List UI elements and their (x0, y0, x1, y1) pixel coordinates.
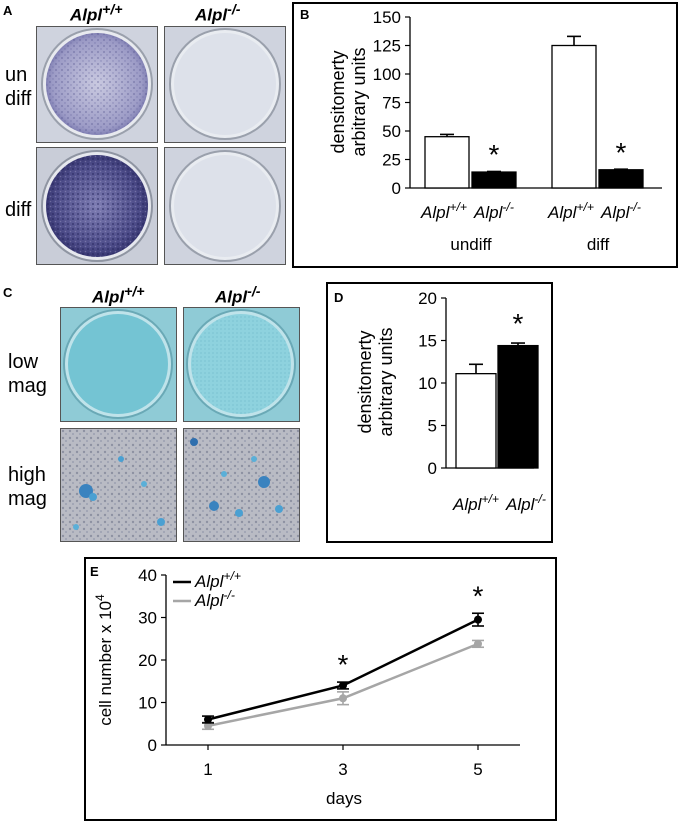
panel-b-bar (598, 169, 644, 189)
panel-c-row-label-low: low mag (8, 351, 47, 397)
panel-e-data-point (339, 681, 347, 690)
panel-d-x-tick-label: Alpl-/- (505, 492, 546, 514)
panel-e-legend-label: Alpl+/+ (194, 569, 241, 591)
panel-b-y-tick-label: 0 (392, 179, 401, 198)
panel-e-x-tick-label: 5 (473, 760, 482, 779)
panel-d-y-tick-label: 15 (418, 332, 437, 351)
panel-d-y-label: densitomertyarbitrary units (355, 327, 396, 436)
panel-b-significance-star: * (489, 139, 500, 170)
panel-a-genotype-wt: Alpl+/+ (70, 2, 123, 25)
micrograph-high-mag-ko (183, 428, 300, 542)
panel-e-data-point (474, 639, 482, 648)
panel-b-x-tick-label: Alpl+/+ (420, 200, 467, 222)
panel-e-data-point (474, 615, 482, 624)
panel-b-y-tick-label: 150 (373, 8, 401, 27)
panel-e-frame (84, 557, 557, 821)
panel-d-significance-star: * (513, 308, 524, 339)
panel-e-legend-label: Alpl-/- (194, 588, 235, 610)
panel-c-genotype-ko: Alpl-/- (215, 284, 261, 307)
panel-e-y-label: cell number x 104 (93, 594, 115, 726)
panel-b-bar (471, 171, 517, 189)
panel-b-bar (551, 44, 597, 189)
panel-e-y-tick-label: 40 (138, 566, 157, 585)
panel-d-x-tick-label: Alpl+/+ (452, 492, 499, 514)
panel-b-chart: B 0 25 50 75 100 125 150 densitomertyarbitrary u… (300, 7, 662, 254)
panel-d-bar (455, 373, 497, 469)
panel-b-bar (424, 136, 470, 189)
panel-e-y-tick-label: 20 (138, 651, 157, 670)
panel-d-y-tick-label: 20 (418, 289, 437, 308)
well-image-low-mag-ko (183, 307, 300, 422)
panel-b-y-tick-label: 75 (382, 94, 401, 113)
panel-b-x-tick-label: Alpl-/- (473, 200, 514, 222)
panel-d-y-tick-label: 5 (428, 417, 437, 436)
panel-a-row-label-undiff: un diff (5, 64, 32, 110)
panel-e-label: E (90, 564, 99, 579)
panel-e-y-tick-label: 0 (148, 736, 157, 755)
panel-e-data-point (204, 715, 212, 724)
panel-d-label: D (334, 290, 343, 305)
micrograph-high-mag-wt (60, 428, 177, 542)
panel-e-data-point (339, 694, 347, 703)
panel-a-genotype-ko: Alpl-/- (195, 2, 241, 25)
panel-b-y-tick-label: 100 (373, 65, 401, 84)
panel-e-significance-star: * (338, 649, 349, 680)
panel-b-frame (292, 2, 678, 268)
panel-b-y-tick-label: 25 (382, 151, 401, 170)
well-image-ko-undiff (164, 26, 286, 143)
panel-a-label: A (3, 3, 13, 18)
panel-b-significance-star: * (616, 137, 627, 168)
well-image-wt-diff (36, 147, 158, 265)
panel-e-significance-star: * (473, 580, 484, 611)
panel-e-x-tick-label: 3 (338, 760, 347, 779)
panel-b-group-label: undiff (450, 235, 492, 254)
panel-e-data-point (204, 721, 212, 730)
panel-d-y-tick-label: 10 (418, 374, 437, 393)
panel-e-y-tick-label: 10 (138, 694, 157, 713)
panel-e-x-label: days (326, 789, 362, 808)
panel-c-row-label-high: high mag (8, 464, 47, 510)
panel-e-y-tick-label: 30 (138, 609, 157, 628)
panel-d-frame (326, 282, 553, 543)
panel-e-chart: E 0 10 20 30 40 1 3 5 days cell number x 104 * * Alpl… (90, 564, 520, 808)
well-image-wt-undiff (36, 26, 158, 143)
panel-e-x-tick-label: 1 (203, 760, 212, 779)
well-image-ko-diff (164, 147, 286, 265)
panel-d-y-tick-label: 0 (428, 459, 437, 478)
panel-c-label: C (3, 285, 13, 300)
panel-b-y-tick-label: 125 (373, 37, 401, 56)
panel-b-x-tick-label: Alpl+/+ (547, 200, 594, 222)
panel-b-group-label: diff (587, 235, 610, 254)
panel-d-bar (497, 344, 539, 469)
panel-d-chart: D 0 5 10 15 20 densitomertyarbitrary units Alpl… (334, 289, 546, 514)
panel-c-genotype-wt: Alpl+/+ (92, 284, 145, 307)
panel-b-x-tick-label: Alpl-/- (600, 200, 641, 222)
panel-b-y-label: densitomertyarbitrary units (328, 47, 369, 156)
panel-a-row-label-diff: diff (5, 199, 32, 221)
panel-b-label: B (300, 7, 309, 22)
well-image-low-mag-wt (60, 307, 177, 422)
panel-b-y-tick-label: 50 (382, 122, 401, 141)
